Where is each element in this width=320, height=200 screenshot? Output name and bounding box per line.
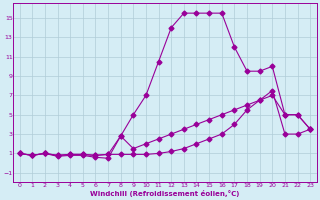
X-axis label: Windchill (Refroidissement éolien,°C): Windchill (Refroidissement éolien,°C) — [90, 190, 240, 197]
